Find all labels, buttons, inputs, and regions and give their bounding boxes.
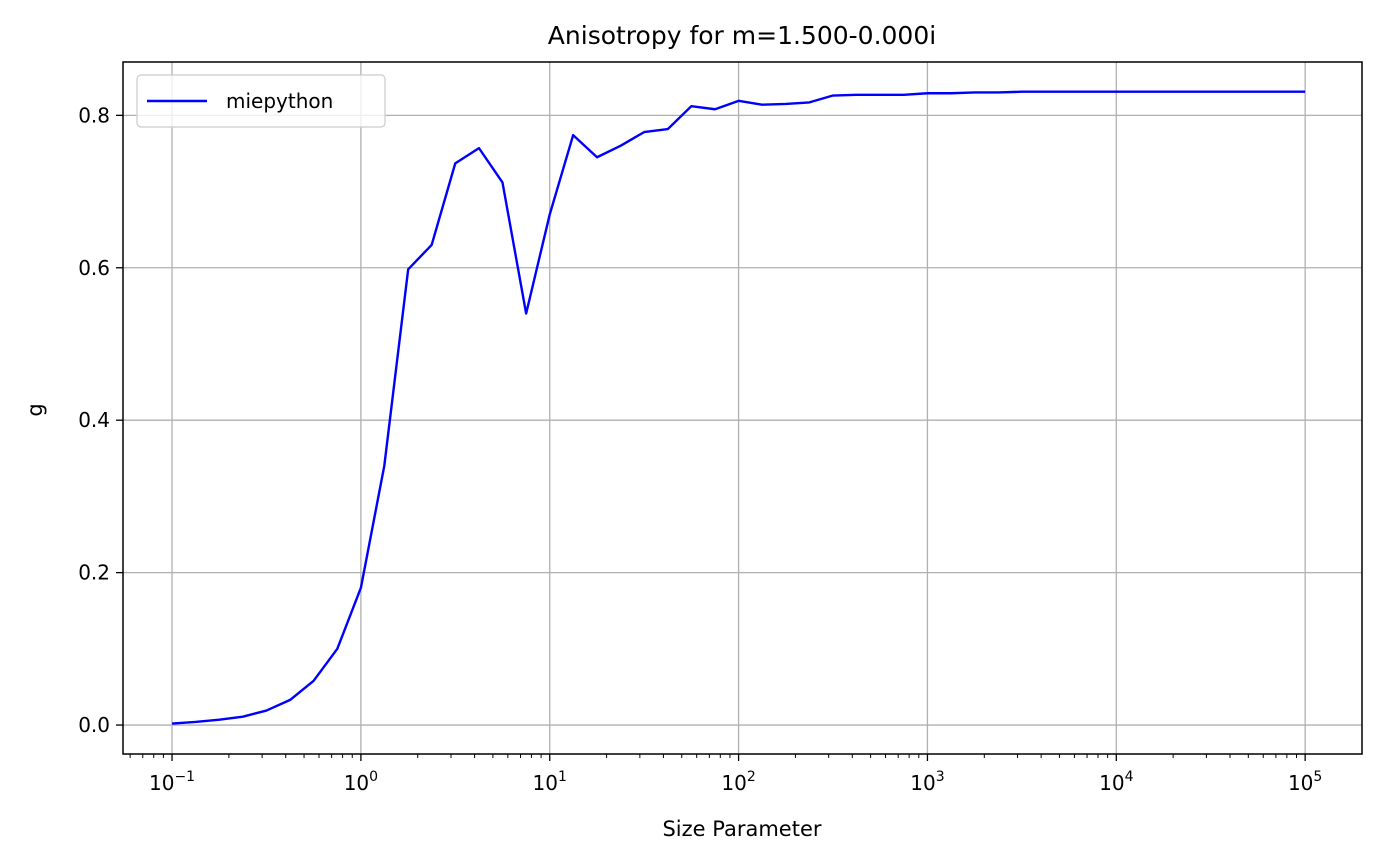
y-tick-label: 0.8	[78, 103, 110, 127]
x-tick-label: 104	[1099, 769, 1133, 795]
y-axis-title: g	[23, 403, 47, 416]
ticks	[116, 114, 1306, 761]
series-line-miepython	[171, 90, 1306, 725]
x-tick-label: 101	[533, 769, 567, 795]
legend-label: miepython	[226, 89, 333, 113]
x-tick-label: 105	[1288, 769, 1322, 795]
x-tick-label: 102	[721, 769, 755, 795]
tick-labels: 10−1 100 101 102 103 104 105 0.0 0.2 0.4 0.6 0.8	[78, 103, 1322, 795]
x-axis-title: Size Parameter	[662, 817, 821, 841]
chart-title: Anisotropy for m=1.500-0.000i	[548, 21, 936, 50]
y-tick-label: 0.6	[78, 256, 110, 280]
legend-box	[136, 74, 386, 128]
plot-frame	[122, 61, 1363, 755]
y-tick-label: 0.0	[78, 713, 110, 737]
x-tick-label: 10−1	[149, 769, 195, 795]
series-layer	[171, 90, 1306, 725]
y-tick-label: 0.2	[78, 561, 110, 585]
y-tick-label: 0.4	[78, 408, 110, 432]
legend: miepython	[136, 74, 386, 128]
x-tick-label: 103	[910, 769, 944, 795]
x-tick-label: 100	[344, 769, 378, 795]
